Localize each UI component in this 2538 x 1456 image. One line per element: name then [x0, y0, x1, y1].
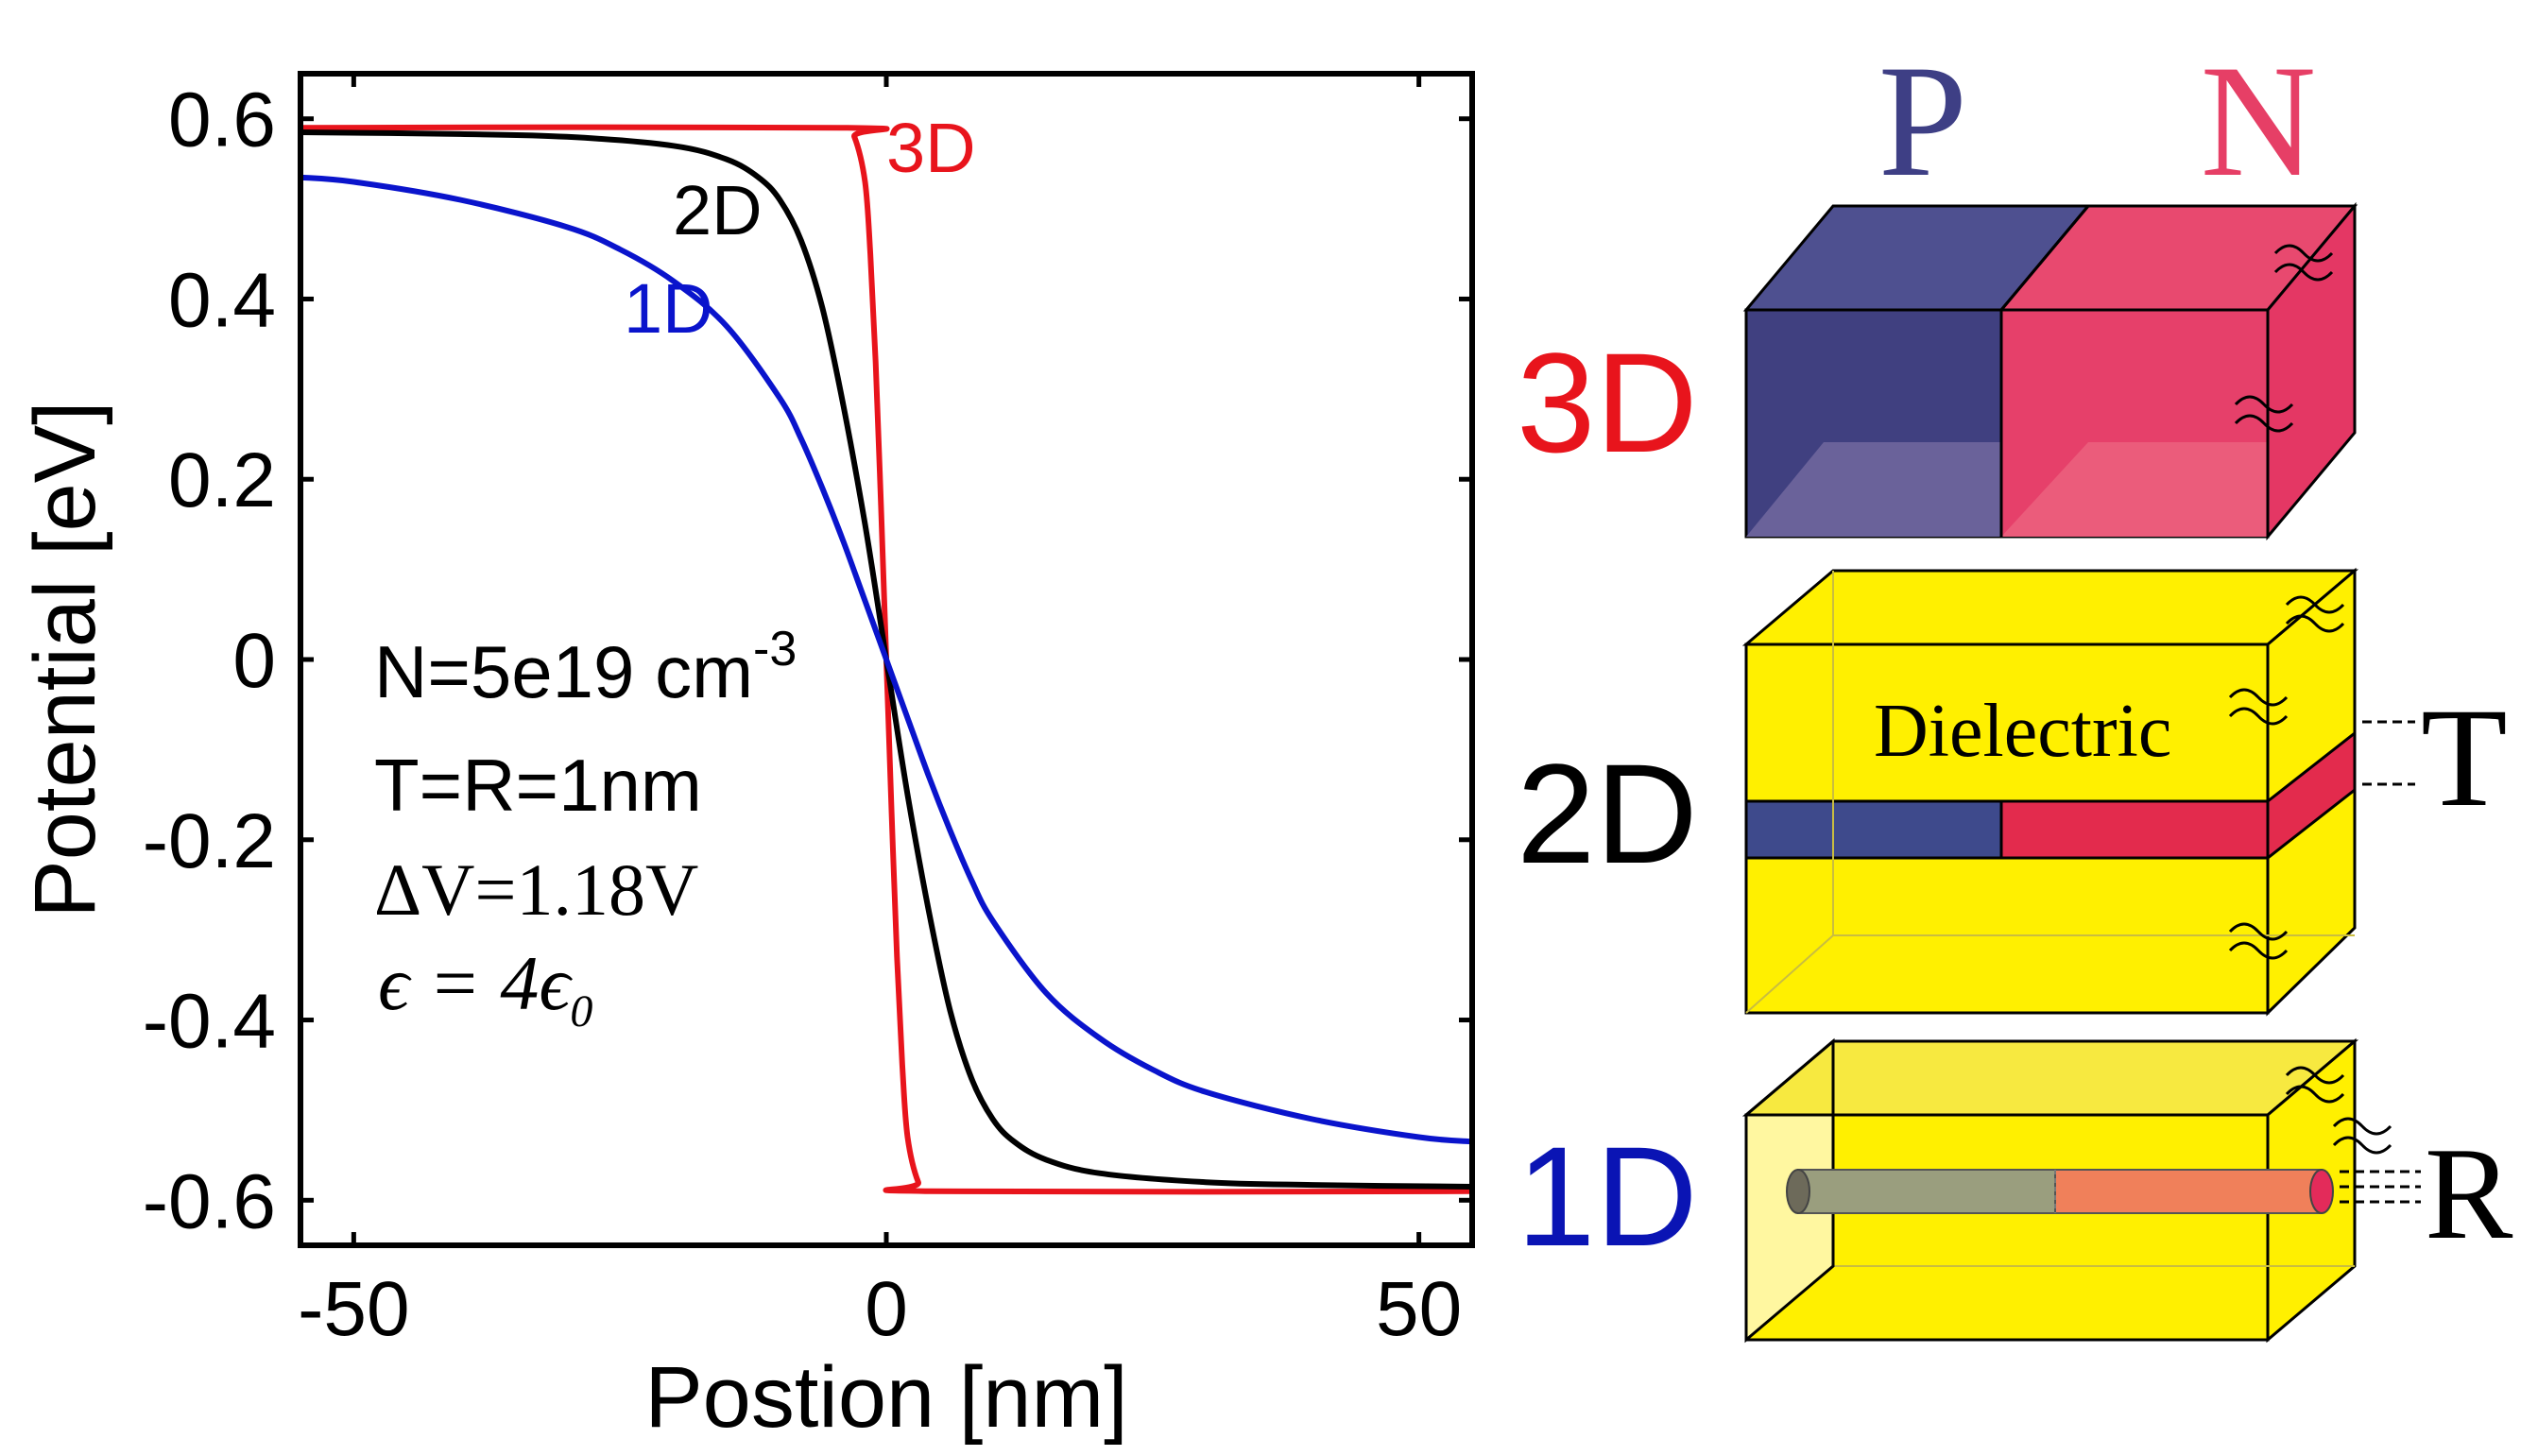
y-tick-label: -0.4 — [143, 979, 276, 1065]
n-region-label: N — [2201, 32, 2317, 210]
series-line-1d — [300, 174, 1473, 1145]
break-mark-icon — [2228, 922, 2289, 960]
block-2d-layer-side — [2266, 729, 2357, 862]
block-1d-top — [1741, 1039, 2359, 1117]
permittivity-annotation: ϵ = 4ϵ0 — [378, 940, 592, 1036]
x-tick-label: -50 — [298, 1266, 410, 1352]
block-1d — [1741, 1037, 2421, 1344]
dielectric-label: Dielectric — [1874, 690, 2171, 773]
p-region-label: P — [1878, 32, 1968, 210]
y-tick-label: -0.6 — [143, 1158, 276, 1244]
x-axis-label: Postion [nm] — [644, 1349, 1127, 1446]
block-3d-edge — [1999, 205, 2090, 311]
thickness-annotation: T=R=1nm — [374, 744, 702, 827]
row-label-1d: 1D — [1517, 1117, 1698, 1276]
break-mark-icon — [2273, 244, 2334, 282]
radius-r-label: R — [2425, 1121, 2513, 1267]
block-3d-side — [2266, 201, 2357, 541]
curves-layer — [300, 124, 1473, 1195]
block-2d — [1741, 567, 2415, 1017]
nanowire-n-section — [2054, 1169, 2323, 1214]
nanowire-right-end — [2309, 1169, 2334, 1214]
block-2d-layer-p — [1744, 799, 2003, 860]
block-2d-top — [1741, 569, 2359, 646]
break-mark-icon — [2285, 1066, 2345, 1104]
y-tick-label: -0.2 — [143, 798, 276, 884]
row-label-3d: 3D — [1517, 323, 1698, 482]
block-1d-left-face — [1744, 1037, 1835, 1344]
permittivity-text: ϵ = 4ϵ — [378, 940, 573, 1026]
y-tick-label: 0 — [232, 618, 276, 704]
thickness-t-label: T — [2421, 679, 2508, 836]
curve-label-3d: 3D — [886, 109, 976, 187]
tick-labels-layer: -50 0 50 0.6 0.4 0.2 0 -0.2 -0.4 -0.6 — [143, 77, 1463, 1352]
doping-annotation: N=5e19 cm-3 — [374, 622, 797, 713]
break-mark-icon — [2234, 395, 2294, 433]
voltage-annotation: ΔV=1.18V — [374, 848, 698, 931]
nanowire-left-end — [1786, 1169, 1810, 1214]
doping-text: N=5e19 cm — [374, 630, 753, 713]
block-2d-layer-n — [1999, 799, 2270, 860]
y-axis-label: Potential [eV] — [17, 401, 113, 917]
x-tick-label: 50 — [1376, 1266, 1462, 1352]
curve-label-1d: 1D — [624, 269, 713, 348]
curve-label-2d: 2D — [673, 171, 763, 249]
block-2d-hidden-edges — [1745, 571, 2355, 1014]
block-3d-n-lower — [2001, 442, 2268, 537]
doping-exponent: -3 — [753, 622, 797, 677]
nanowire-p-section — [1797, 1169, 2056, 1214]
y-tick-label: 0.4 — [168, 257, 276, 343]
x-tick-label: 0 — [865, 1266, 908, 1352]
block-3d — [1742, 201, 2358, 541]
potential-plot: -50 0 50 0.6 0.4 0.2 0 -0.2 -0.4 -0.6 Postion [nm… — [17, 71, 1475, 1446]
break-mark-icon — [2228, 688, 2289, 726]
permittivity-subscript: 0 — [570, 986, 592, 1036]
block-3d-p-lower — [1746, 442, 2001, 537]
break-mark-icon — [2285, 595, 2345, 633]
y-tick-label: 0.6 — [168, 77, 276, 163]
pn-junction-schematic: P N 3D — [1517, 32, 2513, 1344]
break-mark-icon — [2332, 1117, 2392, 1155]
row-label-2d: 2D — [1517, 734, 1698, 893]
y-tick-label: 0.2 — [168, 437, 276, 523]
ticks-layer — [300, 74, 1472, 1245]
